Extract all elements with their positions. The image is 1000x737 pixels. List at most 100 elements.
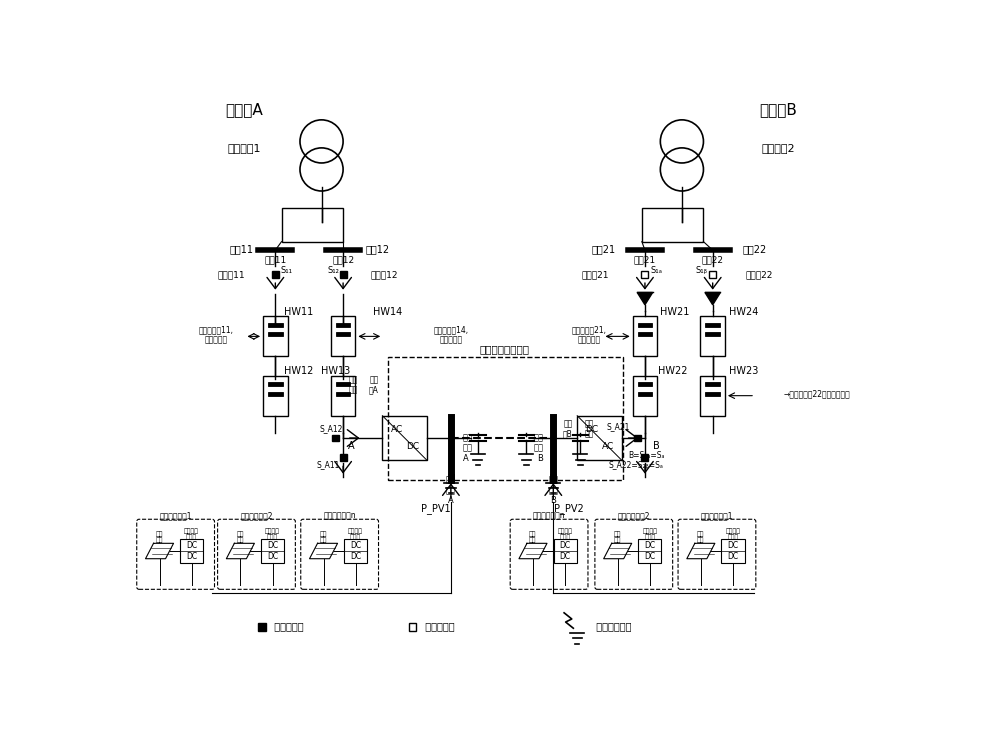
Text: 主变压器2: 主变压器2 xyxy=(761,143,795,153)
Bar xyxy=(705,323,720,327)
Text: HW13: HW13 xyxy=(321,366,350,376)
Text: 换流
器B: 换流 器B xyxy=(563,419,573,439)
Text: S_A12: S_A12 xyxy=(319,425,342,433)
Text: S_A21: S_A21 xyxy=(606,422,630,431)
Bar xyxy=(344,539,367,562)
Text: HW14: HW14 xyxy=(373,307,402,317)
Text: 光伏
阵列: 光伏 阵列 xyxy=(614,531,621,543)
Text: 主变压器1: 主变压器1 xyxy=(228,143,261,153)
Bar xyxy=(705,402,720,407)
Text: 母线22: 母线22 xyxy=(743,245,767,254)
Bar xyxy=(705,332,720,336)
Bar xyxy=(638,323,652,327)
Text: 交流
母线: 交流 母线 xyxy=(348,375,358,394)
Text: S₁ᵦ: S₁ᵦ xyxy=(696,265,708,275)
Text: HW11: HW11 xyxy=(284,307,313,317)
Bar xyxy=(638,539,661,562)
Text: 断路器11: 断路器11 xyxy=(218,270,245,279)
Bar xyxy=(261,539,284,562)
Text: 直流升压
变换器: 直流升压 变换器 xyxy=(348,528,363,540)
Text: 馈线21: 馈线21 xyxy=(634,255,656,264)
Text: DC: DC xyxy=(186,551,197,561)
Text: 断路器21: 断路器21 xyxy=(582,270,609,279)
Bar xyxy=(282,208,343,242)
Text: 馈线22: 馈线22 xyxy=(702,255,724,264)
Bar xyxy=(340,271,347,279)
Text: 断路器打开: 断路器打开 xyxy=(419,622,454,632)
Text: 直流
母线
B: 直流 母线 B xyxy=(548,475,558,506)
Bar xyxy=(332,435,339,441)
Text: S₁₁: S₁₁ xyxy=(281,265,293,275)
Text: DC: DC xyxy=(406,442,419,452)
Text: 母线12: 母线12 xyxy=(366,245,390,254)
Text: 交流
母线: 交流 母线 xyxy=(585,419,594,439)
Text: S₁ₐ: S₁ₐ xyxy=(650,265,662,275)
Bar xyxy=(268,402,283,407)
Text: 断路器22: 断路器22 xyxy=(745,270,773,279)
Bar xyxy=(268,332,283,336)
Bar xyxy=(336,323,350,327)
Text: HW21: HW21 xyxy=(660,307,689,317)
Bar xyxy=(705,391,720,396)
Text: 直流升压
变换器: 直流升压 变换器 xyxy=(558,528,573,540)
Text: 馈线11: 馈线11 xyxy=(264,255,286,264)
Bar xyxy=(331,316,355,357)
Text: 光伏
阵列: 光伏 阵列 xyxy=(529,531,537,543)
Bar xyxy=(336,391,350,396)
Bar xyxy=(336,332,350,336)
Text: AC: AC xyxy=(391,425,403,433)
Text: 馈线12: 馈线12 xyxy=(332,255,354,264)
Bar xyxy=(268,383,283,386)
Bar xyxy=(268,323,283,327)
Text: HW22: HW22 xyxy=(658,366,687,376)
Bar xyxy=(409,623,416,631)
Bar xyxy=(340,454,347,461)
Bar xyxy=(638,343,652,347)
Text: B: B xyxy=(653,441,660,452)
Text: 光伏发电单元1: 光伏发电单元1 xyxy=(701,511,733,520)
Text: B=S₂ₐ=Sₐ: B=S₂ₐ=Sₐ xyxy=(628,451,665,460)
Text: 换流
器A: 换流 器A xyxy=(369,375,379,394)
Bar xyxy=(634,435,641,441)
Text: AC: AC xyxy=(601,442,614,452)
Bar xyxy=(336,383,350,386)
Text: 母线21: 母线21 xyxy=(591,245,615,254)
Text: 柔性直流输电系统: 柔性直流输电系统 xyxy=(480,344,530,354)
Bar xyxy=(336,343,350,347)
Text: 直流升压
变换器: 直流升压 变换器 xyxy=(265,528,280,540)
Text: 直流
母线
A: 直流 母线 A xyxy=(446,475,456,506)
Text: DC: DC xyxy=(350,542,361,551)
Text: 直流升压
变换器: 直流升压 变换器 xyxy=(726,528,741,540)
Bar xyxy=(388,357,623,481)
Text: S₁₂: S₁₂ xyxy=(327,265,339,275)
Text: 直流
母线
B: 直流 母线 B xyxy=(533,433,543,463)
Bar xyxy=(263,316,288,357)
Text: S_A11: S_A11 xyxy=(316,461,339,469)
Bar xyxy=(263,376,288,416)
Text: S_A22=S₂ᵦ=Sₐ: S_A22=S₂ᵦ=Sₐ xyxy=(608,461,663,469)
Text: DC: DC xyxy=(267,551,278,561)
Text: 联络断路全14,
至其它馈线: 联络断路全14, 至其它馈线 xyxy=(433,325,468,344)
Text: 断路器12: 断路器12 xyxy=(370,270,398,279)
Bar xyxy=(554,539,577,562)
Text: 直流升压
变换器: 直流升压 变换器 xyxy=(642,528,657,540)
Bar xyxy=(577,416,622,461)
Bar xyxy=(638,332,652,336)
Bar xyxy=(268,343,283,347)
Text: 光伏发电单元n: 光伏发电单元n xyxy=(323,511,356,520)
Bar xyxy=(700,376,725,416)
Bar xyxy=(641,271,648,279)
Text: DC: DC xyxy=(644,551,655,561)
Bar xyxy=(633,316,657,357)
Text: A: A xyxy=(347,441,354,452)
Text: 联络断路全11,
至其它馈线: 联络断路全11, 至其它馈线 xyxy=(199,325,234,344)
Bar xyxy=(705,343,720,347)
Text: HW24: HW24 xyxy=(729,307,758,317)
Text: 光伏
阵列: 光伏 阵列 xyxy=(237,531,244,543)
Text: 光伏发电单元2: 光伏发电单元2 xyxy=(240,511,273,520)
Text: 变电站A: 变电站A xyxy=(226,102,263,116)
Text: DC: DC xyxy=(267,542,278,551)
Text: DC: DC xyxy=(186,542,197,551)
Text: 联络断路全21,
至其它馈线: 联络断路全21, 至其它馈线 xyxy=(572,325,607,344)
Text: DC: DC xyxy=(350,551,361,561)
